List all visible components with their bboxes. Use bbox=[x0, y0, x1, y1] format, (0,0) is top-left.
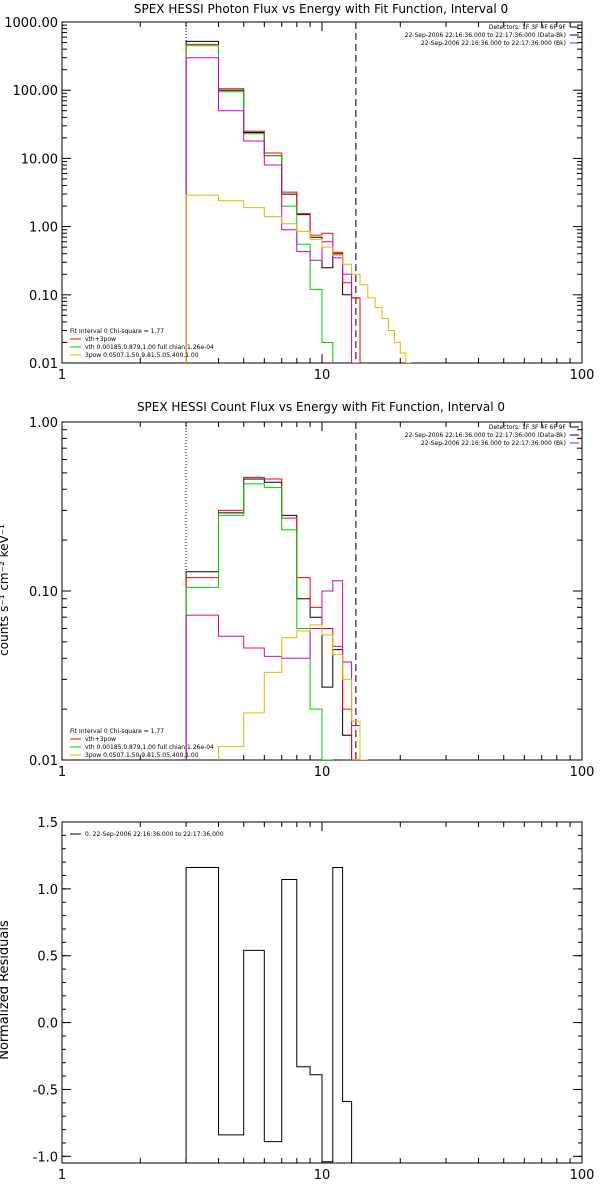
y-tick-label: 1.5 bbox=[37, 816, 58, 831]
legend-entry: 3pow 0.0507,1.50,9.81,5.05,400,1.00 bbox=[85, 352, 199, 359]
legend-entry: vth+3pow bbox=[85, 736, 116, 743]
y-tick-label: 0.01 bbox=[29, 357, 58, 372]
header-line: 22-Sep-2006 22:16:36.000 to 22:17:36.000… bbox=[405, 432, 566, 439]
x-tick-label: 10 bbox=[314, 765, 331, 780]
x-tick-label: 1 bbox=[58, 368, 66, 383]
y-tick-label: 1.0 bbox=[37, 883, 58, 898]
header-line: Detectors: 1F 3F 4F 6F 9F bbox=[489, 424, 567, 431]
residuals-ylabel: Normalized Residuals bbox=[0, 920, 12, 1060]
legend-title: Fit Interval 0 Chi-square = 1.77 bbox=[70, 728, 164, 735]
histogram-series-1 bbox=[185, 43, 361, 363]
histogram-series-2 bbox=[185, 45, 334, 363]
histogram-series-4 bbox=[185, 194, 411, 363]
histogram-series-0 bbox=[185, 478, 360, 760]
x-tick-label: 10 bbox=[314, 1168, 331, 1183]
header-line: Detectors: 1F 3F 4F 6F 9F bbox=[489, 24, 567, 31]
x-tick-label: 100 bbox=[570, 765, 595, 780]
histogram-series-3 bbox=[185, 57, 360, 363]
y-tick-label: -0.5 bbox=[33, 1083, 58, 1098]
y-tick-label: 0.01 bbox=[29, 754, 58, 769]
y-tick-label: 1000.00 bbox=[4, 16, 58, 31]
header-line: 22-Sep-2006 22:16:36.000 to 22:17:36.000… bbox=[405, 32, 566, 39]
legend-entry: vth 0.00185,0.879,1.00 full chian 1.26e-… bbox=[85, 744, 214, 751]
count-flux-panel: SPEX HESSI Count Flux vs Energy with Fit… bbox=[0, 400, 594, 780]
count-flux-title: SPEX HESSI Count Flux vs Energy with Fit… bbox=[137, 400, 505, 414]
y-tick-label: 1.00 bbox=[29, 416, 58, 431]
y-tick-label: 0.0 bbox=[37, 1017, 58, 1032]
photon-flux-title: SPEX HESSI Photon Flux vs Energy with Fi… bbox=[134, 2, 508, 16]
y-tick-label: 10.00 bbox=[21, 152, 58, 167]
count-flux-ylabel: counts s⁻¹ cm⁻² keV⁻¹ bbox=[0, 524, 11, 656]
x-tick-label: 100 bbox=[570, 1168, 595, 1183]
histogram-series-0 bbox=[185, 40, 361, 363]
y-tick-label: -1.0 bbox=[33, 1150, 58, 1165]
y-tick-label: 0.10 bbox=[29, 585, 58, 600]
histogram-series-2 bbox=[185, 483, 333, 760]
photon-flux-panel: SPEX HESSI Photon Flux vs Energy with Fi… bbox=[4, 2, 594, 383]
legend-entry: vth 0.00185,0.879,1.00 full chian 1.26e-… bbox=[85, 344, 214, 351]
y-tick-label: 0.10 bbox=[29, 289, 58, 304]
x-tick-label: 1 bbox=[58, 765, 66, 780]
legend-entry: 3pow 0.0507,1.50,9.81,5.05,400,1.00 bbox=[85, 752, 199, 759]
x-tick-label: 1 bbox=[58, 1168, 66, 1183]
header-line: 22-Sep-2006 22:16:36.000 to 22:17:36.000… bbox=[421, 440, 566, 447]
legend-title: Fit Interval 0 Chi-square = 1.77 bbox=[70, 328, 164, 335]
legend-entry: 0. 22-Sep-2006 22:16:36.000 to 22:17:36.… bbox=[85, 831, 224, 838]
histogram-series-0 bbox=[185, 867, 353, 1163]
x-tick-label: 100 bbox=[570, 368, 595, 383]
legend-entry: vth+3pow bbox=[85, 336, 116, 343]
y-tick-label: 0.5 bbox=[37, 950, 58, 965]
x-tick-label: 10 bbox=[314, 368, 331, 383]
histogram-series-1 bbox=[185, 476, 360, 760]
header-line: 22-Sep-2006 22:16:36.000 to 22:17:36.000… bbox=[421, 40, 566, 47]
histogram-series-3 bbox=[185, 580, 361, 760]
residuals-panel: Normalized Residuals 1 10 100 1.5 1.0 0.5 0.0 -… bbox=[0, 816, 594, 1183]
y-tick-label: 1.00 bbox=[29, 221, 58, 236]
y-tick-label: 100.00 bbox=[13, 84, 59, 99]
histogram-series-4 bbox=[185, 624, 368, 760]
